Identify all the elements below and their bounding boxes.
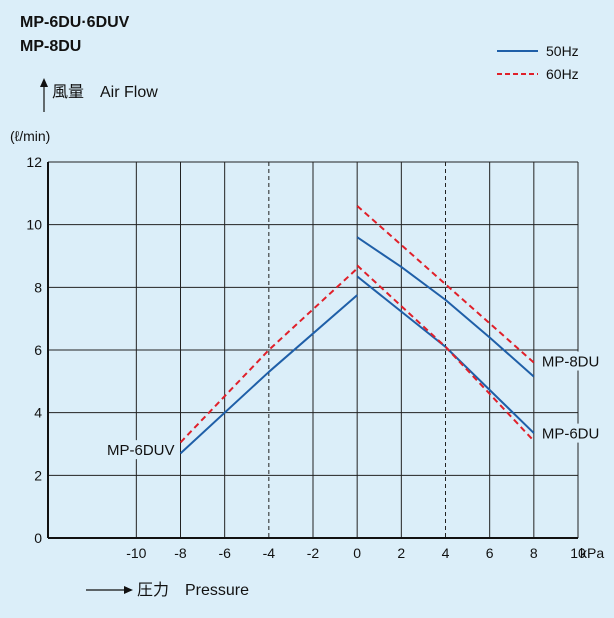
series-line-mp-8du-50hz [356, 236, 535, 378]
curve-label-background [538, 423, 597, 443]
legend-60hz-label: 60Hz [546, 66, 579, 82]
chart-title-line-2: MP-8DU [20, 38, 81, 55]
curve-labels: MP-8DU MP-6DU MP-6DUV [107, 351, 600, 460]
x-tick-label: 2 [397, 545, 405, 561]
y-axis-label: 風量 Air Flow [52, 84, 158, 101]
x-axis-unit: kPa [580, 545, 604, 561]
curve-label-background [538, 351, 597, 371]
legend: 50Hz 60Hz [497, 43, 579, 82]
y-axis-unit: (ℓ/min) [10, 128, 50, 144]
y-tick-label: 2 [34, 467, 42, 483]
y-tick-label: 10 [26, 217, 42, 233]
x-tick-label: -4 [263, 545, 276, 561]
x-axis-arrow-head [124, 586, 133, 594]
y-tick-label: 0 [34, 530, 42, 546]
x-tick-label: 6 [486, 545, 494, 561]
y-tick-label: 12 [26, 154, 42, 170]
x-tick-label: 4 [442, 545, 450, 561]
series-lines [179, 205, 535, 455]
x-tick-label: -8 [174, 545, 187, 561]
series-line-mp-6duv-50hz [179, 294, 358, 455]
x-axis-label: 圧力 Pressure [137, 581, 249, 599]
series-line-mp-6duv-60hz [179, 267, 358, 444]
y-tick-label: 6 [34, 342, 42, 358]
y-tick-label: 4 [34, 405, 42, 421]
x-tick-label: 10 [570, 545, 586, 561]
curve-label-background [108, 440, 175, 460]
curve-label: MP-6DUV [107, 442, 175, 459]
y-axis-arrow-head [40, 78, 48, 87]
legend-50hz-label: 50Hz [546, 43, 579, 59]
y-axis-title: 風量 Air Flow [40, 78, 158, 112]
curve-label: MP-6DU [542, 426, 600, 443]
x-axis-title: 圧力 Pressure [86, 581, 249, 599]
x-tick-label: 8 [530, 545, 538, 561]
x-tick-label: -6 [218, 545, 231, 561]
curve-label: MP-8DU [542, 354, 600, 371]
y-tick-label: 8 [34, 279, 42, 295]
x-tick-label: -2 [307, 545, 320, 561]
x-tick-label: -10 [126, 545, 146, 561]
series-line-mp-6du-60hz [356, 264, 535, 442]
x-tick-label: 0 [353, 545, 361, 561]
grid [48, 161, 579, 538]
chart-title-line-1: MP-6DU·6DUV [20, 14, 130, 31]
